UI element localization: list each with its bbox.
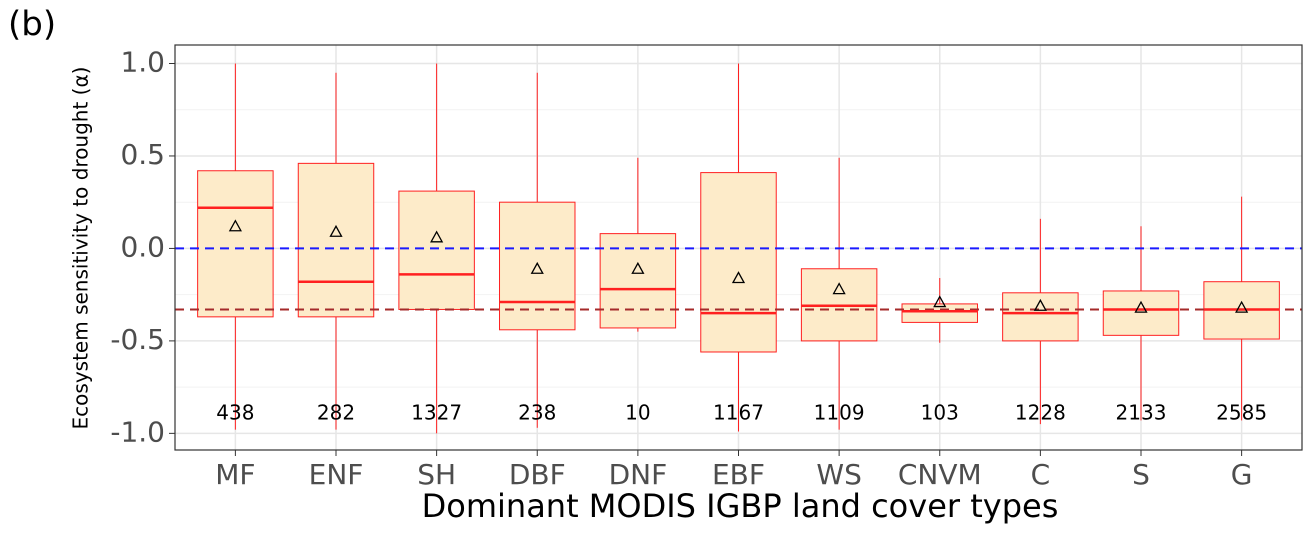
x-tick-label: EBF: [712, 458, 765, 491]
mean-marker: [430, 230, 444, 243]
box: [499, 201, 576, 331]
box: [398, 190, 475, 310]
x-tick-label: C: [1031, 458, 1051, 491]
y-tick-label: 0.0: [120, 230, 165, 263]
x-tick-label: SH: [417, 458, 456, 491]
x-tick-label: ENF: [309, 458, 364, 491]
plot-border: [174, 44, 1303, 451]
x-tick-label: DNF: [609, 458, 668, 491]
x-tick-label: CNVM: [898, 458, 982, 491]
y-tick-label: 1.0: [120, 45, 165, 78]
box: [1102, 290, 1180, 336]
count-label: 1327: [411, 401, 462, 425]
mean-marker: [1134, 300, 1148, 313]
count-label: 103: [921, 401, 959, 425]
box: [197, 170, 274, 318]
mean-marker: [731, 271, 746, 284]
mean-marker: [1033, 298, 1047, 311]
y-tick-label: 0.5: [120, 138, 165, 171]
count-label: 1167: [713, 401, 764, 425]
count-label: 1228: [1015, 401, 1066, 425]
count-label: 10: [625, 401, 650, 425]
mean-marker: [933, 295, 947, 308]
mean-marker: [530, 261, 544, 274]
x-axis-title: Dominant MODIS IGBP land cover types: [422, 487, 1059, 525]
mean-marker: [1235, 300, 1249, 313]
mean-marker: [329, 224, 343, 237]
mean-marker: [228, 219, 242, 232]
x-tick-label: G: [1231, 458, 1253, 491]
count-label: 238: [518, 401, 556, 425]
x-tick-label: DBF: [509, 458, 566, 491]
box: [700, 172, 777, 353]
y-axis-title: Ecosystem sensitivity to drought (α): [69, 67, 93, 430]
x-tick-label: WS: [816, 458, 861, 491]
box: [297, 162, 375, 318]
count-label: 282: [317, 401, 355, 425]
count-label: 2585: [1216, 401, 1267, 425]
count-label: 1109: [814, 401, 865, 425]
x-tick-label: S: [1132, 458, 1150, 491]
y-tick-label: -0.5: [110, 323, 165, 356]
mean-marker: [631, 261, 645, 274]
x-tick-label: MF: [215, 458, 255, 491]
mean-marker: [832, 282, 846, 295]
y-tick-label: -1.0: [110, 415, 165, 448]
panel-label: (b): [8, 5, 56, 45]
count-label: 438: [216, 401, 254, 425]
count-label: 2133: [1116, 401, 1167, 425]
